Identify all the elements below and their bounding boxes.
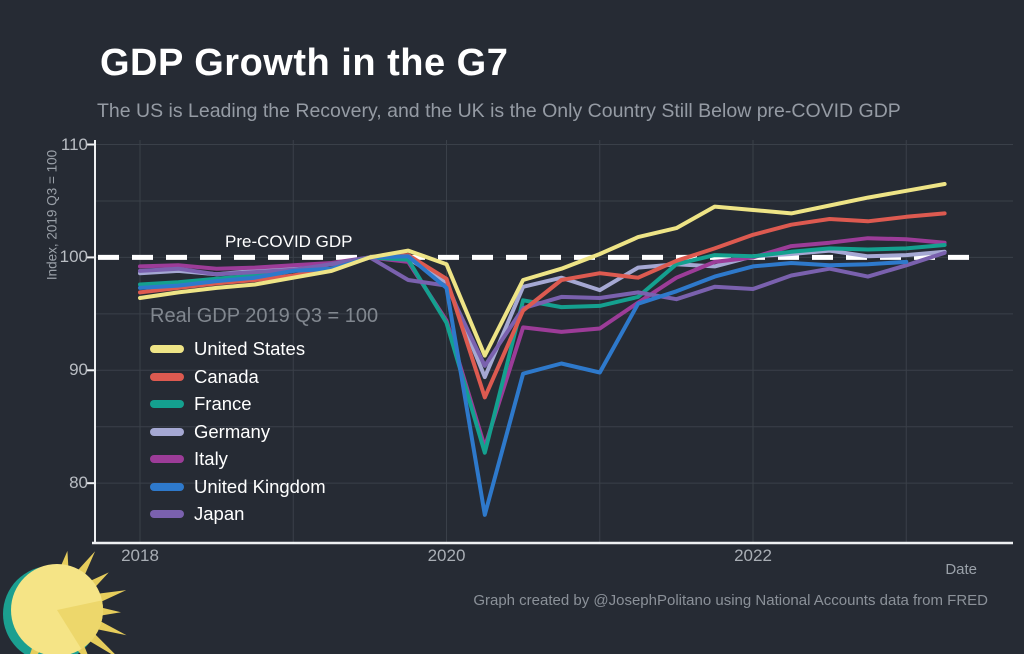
y-tick-label: 90 bbox=[69, 360, 88, 380]
legend-item-france: France bbox=[150, 393, 378, 414]
y-tick-label: 100 bbox=[59, 247, 88, 267]
legend-label: United States bbox=[194, 338, 306, 359]
y-tick-label: 80 bbox=[69, 473, 88, 493]
canada-swatch bbox=[150, 372, 184, 381]
series-line-united-kingdom bbox=[138, 254, 909, 517]
legend-item-united-states: United States bbox=[150, 338, 378, 359]
legend-label: Japan bbox=[194, 503, 245, 524]
y-tick-label: 110 bbox=[60, 134, 88, 154]
footer-credit: Graph created by @JosephPolitano using N… bbox=[473, 592, 988, 609]
sun-logo bbox=[3, 550, 127, 654]
series-line-united-states bbox=[138, 182, 947, 358]
page-subtitle: The US is Leading the Recovery, and the … bbox=[97, 100, 901, 122]
pre-covid-annotation: Pre-COVID GDP bbox=[225, 232, 353, 251]
legend-label: United Kingdom bbox=[194, 475, 326, 497]
x-axis-label: Date bbox=[945, 561, 977, 578]
sun-disc-shade bbox=[57, 600, 103, 650]
legend-label: Germany bbox=[194, 420, 271, 442]
x-tick-label: 2020 bbox=[427, 546, 466, 565]
x-tick-label: 2022 bbox=[734, 546, 772, 565]
legend-title: Real GDP 2019 Q3 = 100 bbox=[150, 305, 379, 327]
italy-swatch bbox=[150, 455, 184, 463]
series-line-germany bbox=[138, 248, 947, 380]
legend-label: Canada bbox=[194, 365, 259, 387]
legend-label: Italy bbox=[194, 448, 228, 469]
germany-swatch bbox=[150, 427, 184, 436]
legend: Real GDP 2019 Q3 = 100 United States Can… bbox=[150, 305, 378, 533]
united-kingdom-swatch bbox=[150, 482, 184, 491]
legend-item-japan: Japan bbox=[150, 503, 378, 524]
legend-item-united-kingdom: United Kingdom bbox=[150, 475, 378, 497]
page-title: GDP Growth in the G7 bbox=[100, 42, 509, 84]
series-line-japan bbox=[138, 250, 947, 368]
france-swatch bbox=[150, 400, 184, 408]
united-states-swatch bbox=[150, 345, 184, 353]
legend-item-germany: Germany bbox=[150, 420, 378, 442]
legend-item-canada: Canada bbox=[150, 365, 378, 387]
legend-item-italy: Italy bbox=[150, 448, 378, 469]
legend-label: France bbox=[194, 393, 252, 414]
x-tick-label: 2018 bbox=[121, 546, 159, 565]
series-line-italy bbox=[138, 236, 947, 449]
japan-swatch bbox=[150, 510, 184, 518]
series-line-canada bbox=[138, 211, 947, 400]
